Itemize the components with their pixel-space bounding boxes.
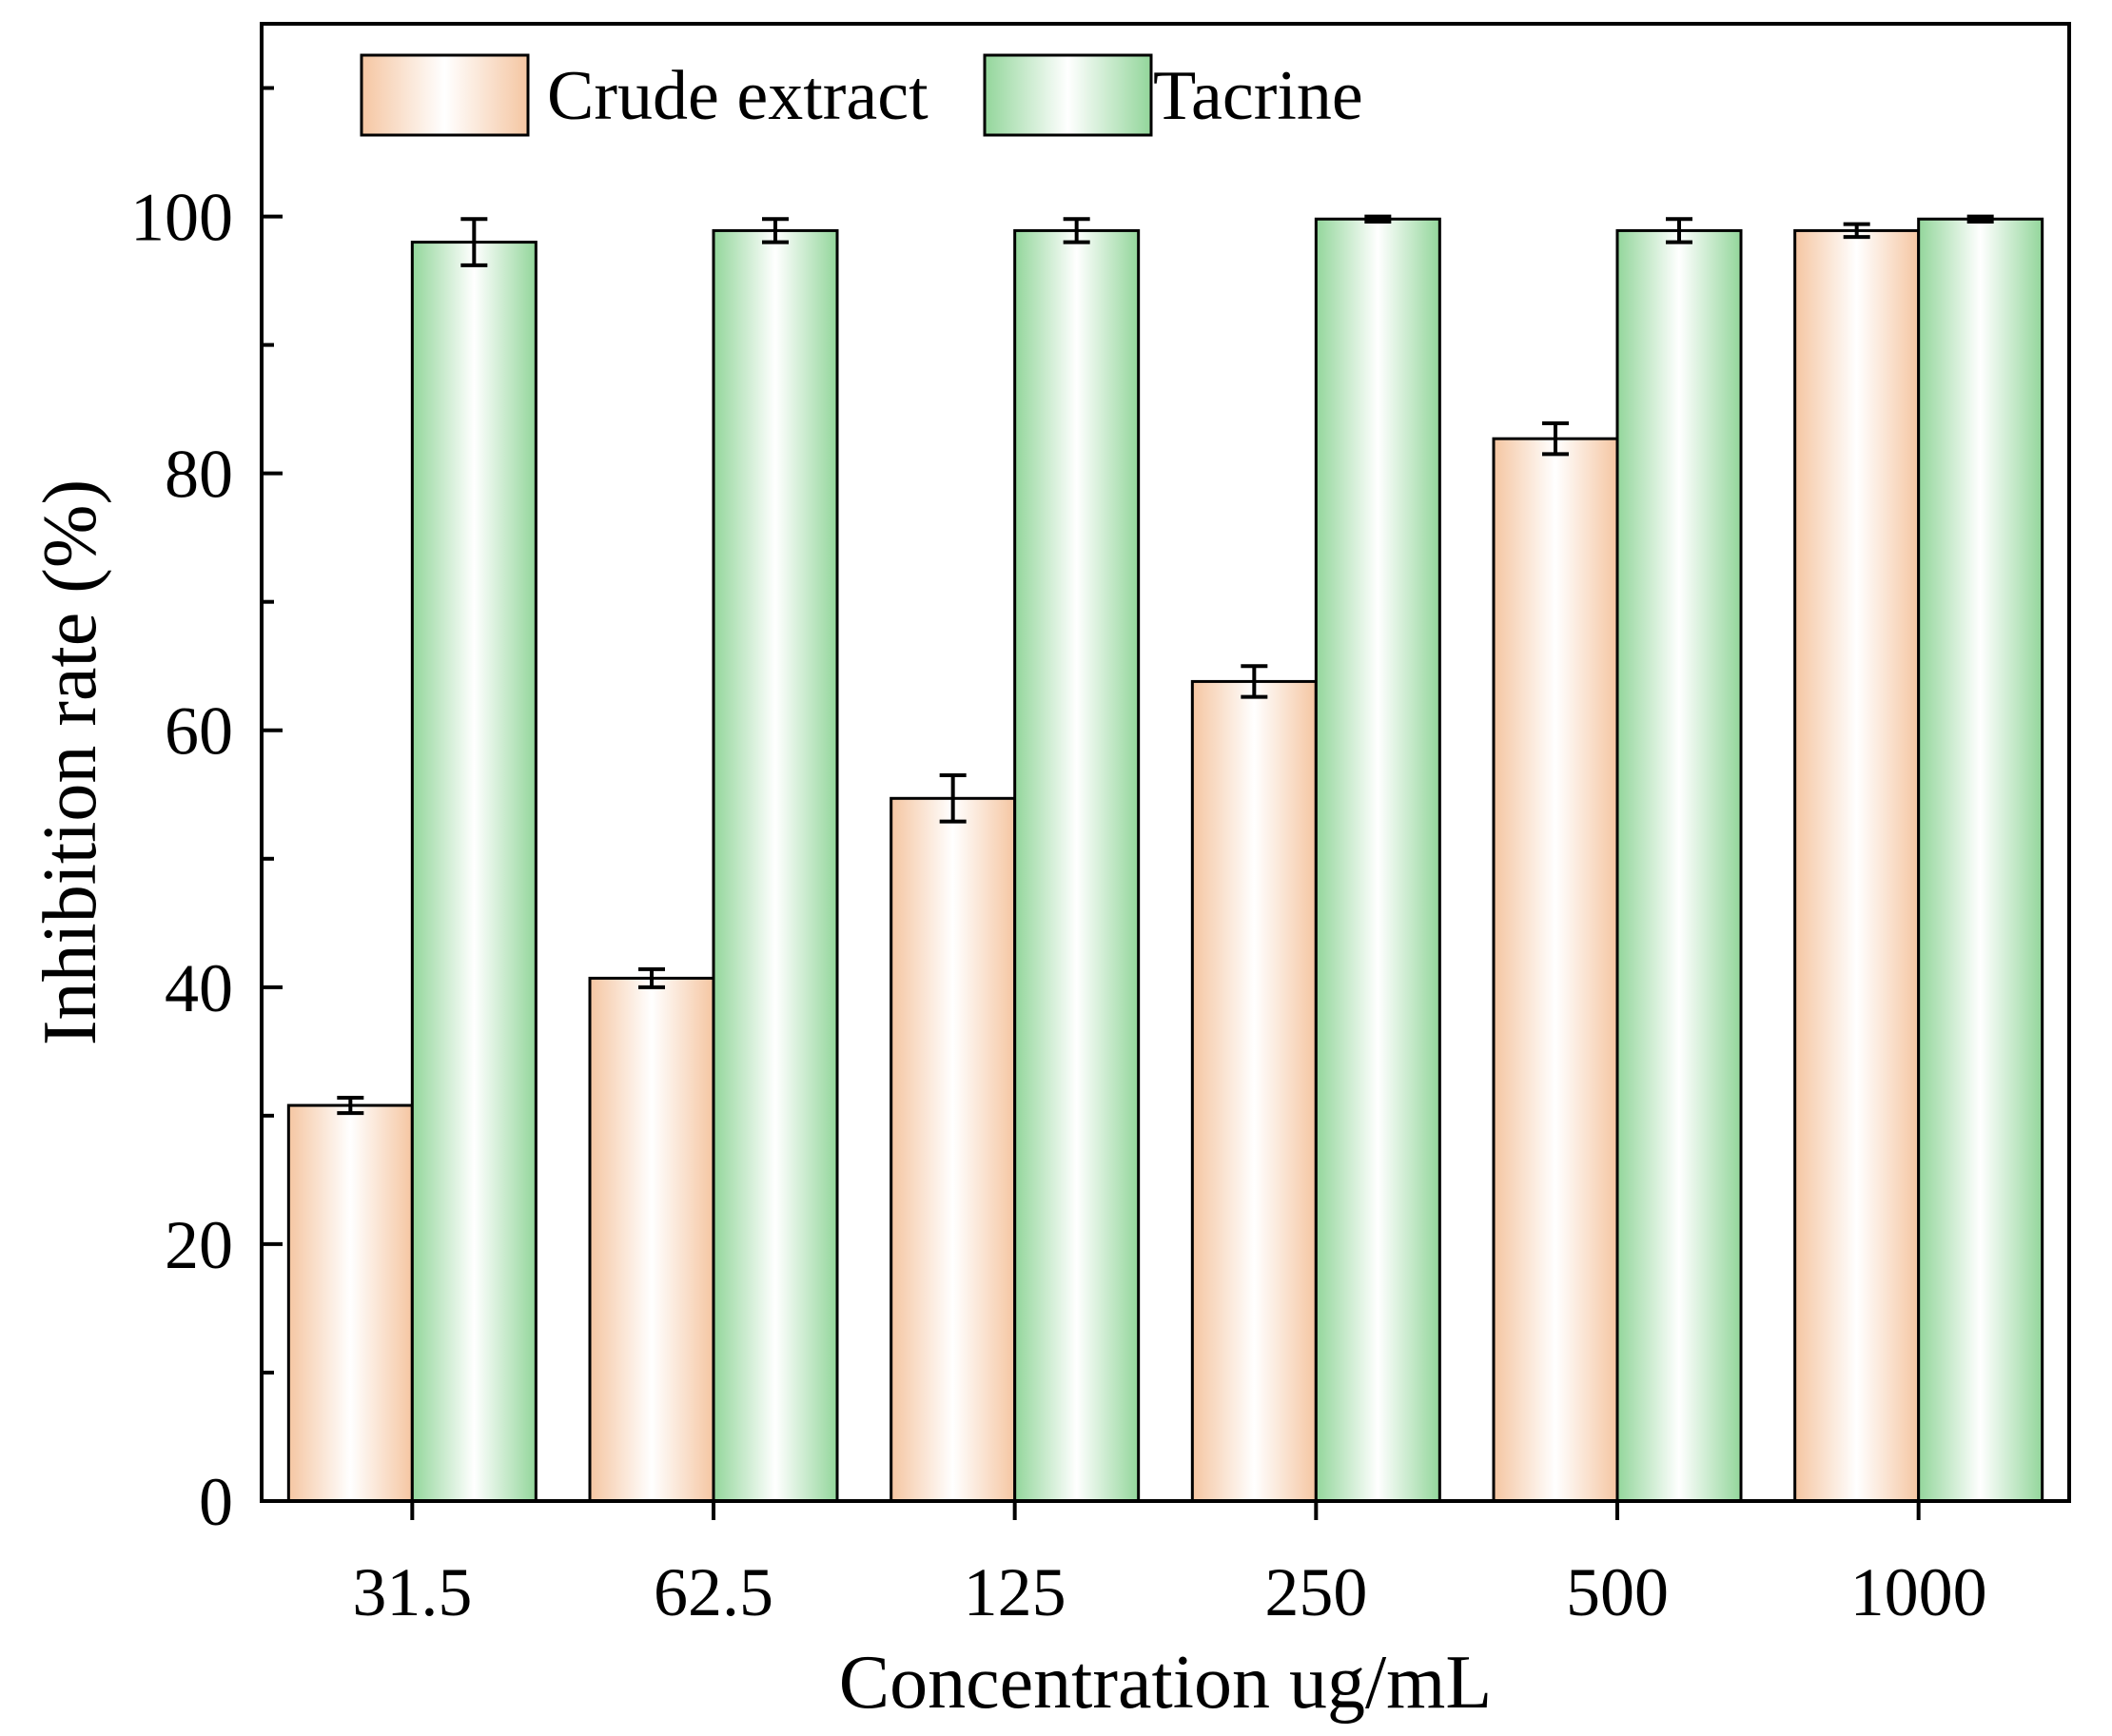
y-tick-label: 80 <box>165 437 233 513</box>
plot-area <box>286 214 2044 1503</box>
x-axis-title: Concentration ug/mL <box>839 1641 1493 1725</box>
plot-frame <box>260 22 2071 1503</box>
bar-crude-extract-31_5 <box>286 1103 414 1503</box>
bar-tacrine-250 <box>1314 217 1441 1503</box>
x-tick-label: 250 <box>1264 1554 1367 1630</box>
bar-tacrine-31_5 <box>410 241 538 1503</box>
legend: Crude extract Tacrine <box>360 53 1363 137</box>
bar-tacrine-125 <box>1013 228 1141 1503</box>
x-tick-label: 1000 <box>1850 1554 1987 1630</box>
x-tick-label: 31.5 <box>352 1554 472 1630</box>
y-tick-label: 60 <box>165 693 233 770</box>
y-tick-label: 100 <box>130 180 233 256</box>
error-bar-tacrine-31_5 <box>460 217 488 267</box>
y-tick-label: 20 <box>165 1207 233 1283</box>
error-bar-tacrine-500 <box>1666 217 1692 244</box>
error-bar-crude-extract-31_5 <box>337 1095 364 1116</box>
x-tick-label: 500 <box>1566 1554 1669 1630</box>
error-bar-crude-extract-125 <box>939 773 967 824</box>
x-tick-label: 125 <box>964 1554 1066 1630</box>
bar-crude-extract-500 <box>1492 437 1619 1503</box>
error-bar-crude-extract-500 <box>1542 420 1569 457</box>
error-bar-crude-extract-1000 <box>1843 222 1870 240</box>
error-bar-tacrine-125 <box>1063 217 1090 244</box>
error-bar-crude-extract-62_5 <box>638 966 665 989</box>
legend-swatch-crude-extract <box>360 53 530 137</box>
legend-swatch-tacrine <box>983 53 1153 137</box>
y-tick-label: 40 <box>165 950 233 1026</box>
y-tick-label: 0 <box>199 1464 233 1540</box>
legend-label-crude-extract: Crude extract <box>547 57 929 135</box>
error-bar-crude-extract-250 <box>1241 664 1268 699</box>
x-axis-ticks: 31.5 62.5 125 250 500 1000 <box>352 1501 1987 1630</box>
bar-tacrine-1000 <box>1917 217 2044 1503</box>
error-bar-tacrine-62_5 <box>762 217 789 244</box>
bar-crude-extract-1000 <box>1793 228 1921 1503</box>
bar-crude-extract-62_5 <box>588 976 715 1503</box>
bar-crude-extract-250 <box>1190 679 1318 1503</box>
bar-crude-extract-125 <box>890 796 1017 1503</box>
x-tick-label: 62.5 <box>654 1554 773 1630</box>
error-bar-tacrine-1000 <box>1966 214 1994 224</box>
error-bar-tacrine-250 <box>1364 214 1392 224</box>
y-axis-title: Inhibition rate (%) <box>29 479 112 1045</box>
legend-label-tacrine: Tacrine <box>1153 57 1363 135</box>
bar-tacrine-500 <box>1615 228 1743 1503</box>
y-axis-ticks: 0 20 40 60 80 100 <box>130 86 283 1540</box>
bar-tacrine-62_5 <box>712 228 839 1503</box>
